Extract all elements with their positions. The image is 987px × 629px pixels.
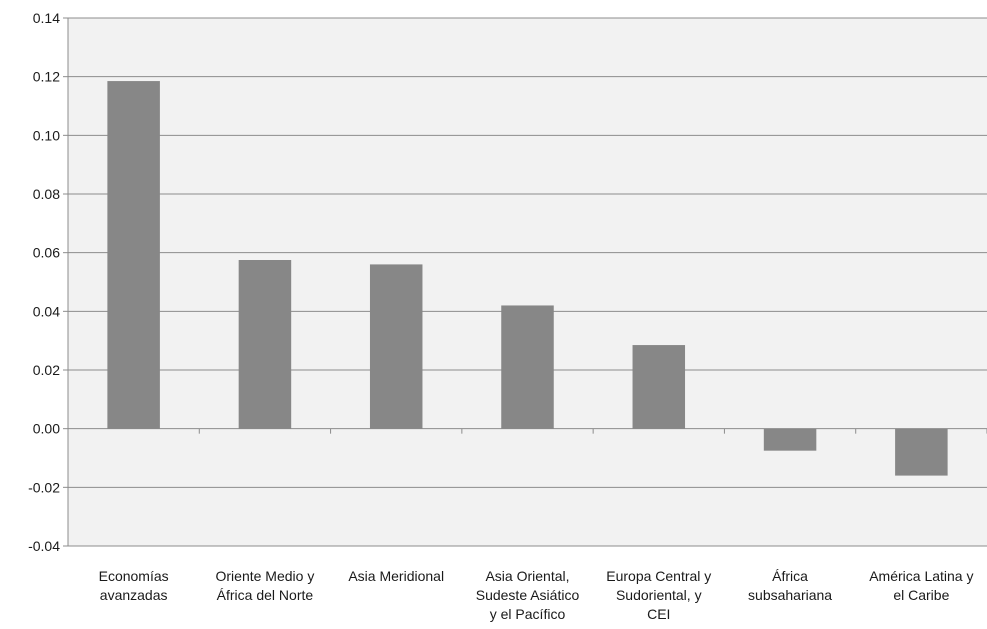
category-labels: Economías avanzadas Oriente Medio y África …	[99, 568, 974, 622]
bar	[369, 264, 423, 429]
category-label: Economías avanzadas	[99, 568, 169, 603]
category-label-line: Sudeste Asiático	[476, 587, 580, 603]
category-label-line: África	[772, 568, 808, 584]
category-label-line: Economías	[99, 568, 169, 584]
category-label: África subsahariana	[748, 568, 832, 603]
category-label-line: y el Pacífico	[490, 606, 566, 622]
category-label-line: África del Norte	[217, 587, 314, 603]
y-tick-label: 0.14	[33, 10, 60, 26]
y-tick-label: 0.00	[33, 421, 60, 437]
category-label-line: Europa Central y	[606, 568, 711, 584]
bars	[107, 81, 948, 476]
bar	[895, 428, 948, 476]
y-tick-label: 0.02	[33, 362, 60, 378]
y-tick-labels: 0.14 0.12 0.10 0.08 0.06 0.04 0.02 0.00 -0.02 -0.…	[28, 10, 60, 554]
category-label: Oriente Medio y África del Norte	[216, 568, 315, 603]
category-label-line: avanzadas	[100, 587, 168, 603]
category-label: América Latina y el Caribe	[869, 568, 973, 603]
y-tick-label: -0.04	[28, 538, 60, 554]
axes	[63, 17, 987, 547]
y-tick-label: 0.10	[33, 127, 60, 143]
bar	[632, 345, 686, 429]
category-label-line: América Latina y	[869, 568, 973, 584]
y-tick-label: 0.08	[33, 186, 60, 202]
category-label-line: Sudoriental, y	[616, 587, 702, 603]
bar	[107, 81, 160, 429]
y-tick-label: 0.04	[33, 303, 60, 319]
y-tick-label: 0.12	[33, 69, 60, 85]
category-label-line: Asia Meridional	[348, 568, 444, 584]
category-label-line: subsahariana	[748, 587, 832, 603]
bar	[238, 260, 292, 429]
category-label-line: Oriente Medio y	[216, 568, 315, 584]
bar	[763, 428, 817, 451]
category-label-line: Asia Oriental,	[485, 568, 569, 584]
bar	[501, 305, 554, 429]
plot-area	[68, 18, 987, 546]
category-label: Asia Meridional	[348, 568, 444, 584]
category-label: Europa Central y Sudoriental, y CEI	[606, 568, 711, 622]
category-label-line: el Caribe	[893, 587, 949, 603]
category-label: Asia Oriental, Sudeste Asiático y el Pacíf…	[476, 568, 580, 622]
y-tick-label: -0.02	[28, 479, 60, 495]
y-tick-label: 0.06	[33, 245, 60, 261]
category-label-line: CEI	[647, 606, 670, 622]
